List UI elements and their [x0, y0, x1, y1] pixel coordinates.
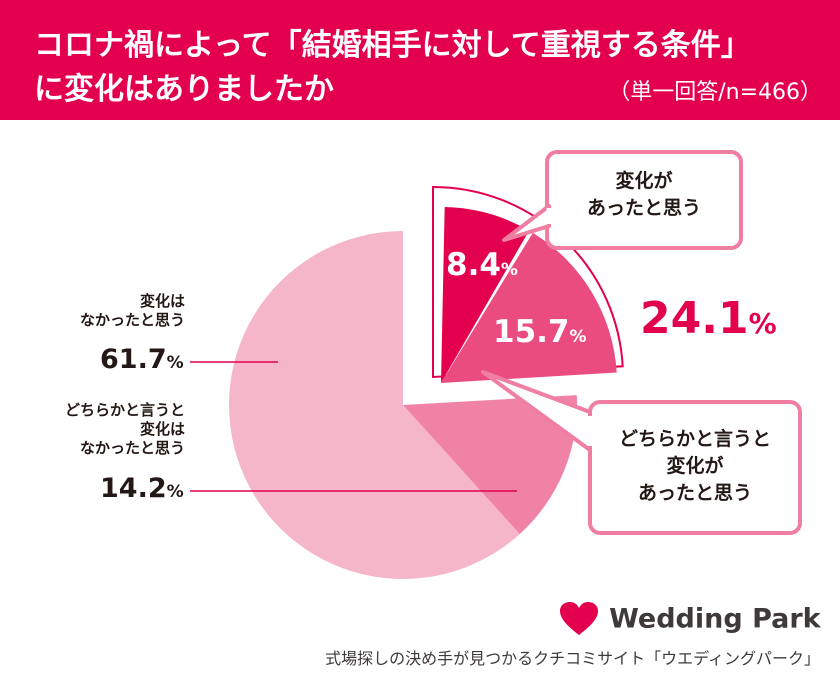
pct-changed-unit: %	[500, 260, 518, 280]
chart-title-line1: コロナ禍によって「結婚相手に対して重視する条件」	[34, 28, 751, 63]
footer-tagline: 式場探しの決め手が見つかるクチコミサイト「ウエディングパーク」	[325, 649, 820, 668]
callout-rather-changed-line1: どちらかと言うと	[618, 428, 771, 450]
pct-rather-changed-value: 15.7	[493, 314, 570, 350]
callout-rather-changed: どちらかと言うと 変化が あったと思う	[588, 400, 802, 535]
pct-no-change: 61.7%	[100, 344, 184, 375]
callout-changed-line1: 変化が	[615, 170, 673, 192]
pct-changed: 8.4%	[446, 247, 518, 283]
slice-no-change	[229, 231, 520, 579]
brand-name: Wedding Park	[609, 603, 821, 635]
slice-rather-no-change	[403, 395, 577, 535]
pct-rather-no-change-unit: %	[166, 482, 184, 502]
pct-rather-no-change: 14.2%	[100, 473, 184, 504]
slice-rather-changed	[441, 232, 617, 383]
label-no-change: 変化は なかったと思う	[80, 292, 185, 330]
combined-total-value: 24.1	[640, 293, 749, 344]
pct-no-change-value: 61.7	[100, 344, 167, 375]
label-no-change-line2: なかったと思う	[79, 311, 185, 329]
label-rather-no-change-line2: 変化は	[139, 420, 185, 438]
label-rather-no-change: どちらかと言うと 変化は なかったと思う	[65, 401, 185, 458]
title-banner: コロナ禍によって「結婚相手に対して重視する条件」 に変化はありましたか （単一回…	[0, 0, 840, 120]
label-no-change-line1: 変化は	[139, 292, 185, 310]
brand-logo: Wedding Park	[560, 602, 821, 636]
callout-changed: 変化が あったと思う	[545, 150, 743, 250]
combined-total: 24.1%	[640, 293, 777, 344]
pct-rather-no-change-value: 14.2	[100, 473, 167, 504]
pct-changed-value: 8.4	[446, 247, 501, 283]
callout-changed-pointer	[502, 204, 552, 242]
callout-changed-line2: あったと思う	[586, 197, 701, 219]
pct-rather-changed: 15.7%	[493, 314, 587, 350]
combined-total-unit: %	[748, 307, 777, 340]
slice-changed	[441, 207, 530, 383]
pct-rather-changed-unit: %	[569, 327, 587, 347]
heart-icon	[560, 602, 598, 635]
chart-title-line2: に変化はありましたか	[34, 72, 334, 107]
callout-rather-changed-pointer	[481, 370, 593, 452]
label-rather-no-change-line1: どちらかと言うと	[64, 401, 185, 419]
label-rather-no-change-line3: なかったと思う	[79, 439, 185, 457]
callout-rather-changed-line3: あったと思う	[637, 482, 752, 504]
sample-size-note: （単一回答/n=466）	[608, 80, 822, 105]
callout-rather-changed-line2: 変化が	[666, 455, 724, 477]
pct-no-change-unit: %	[166, 353, 184, 373]
